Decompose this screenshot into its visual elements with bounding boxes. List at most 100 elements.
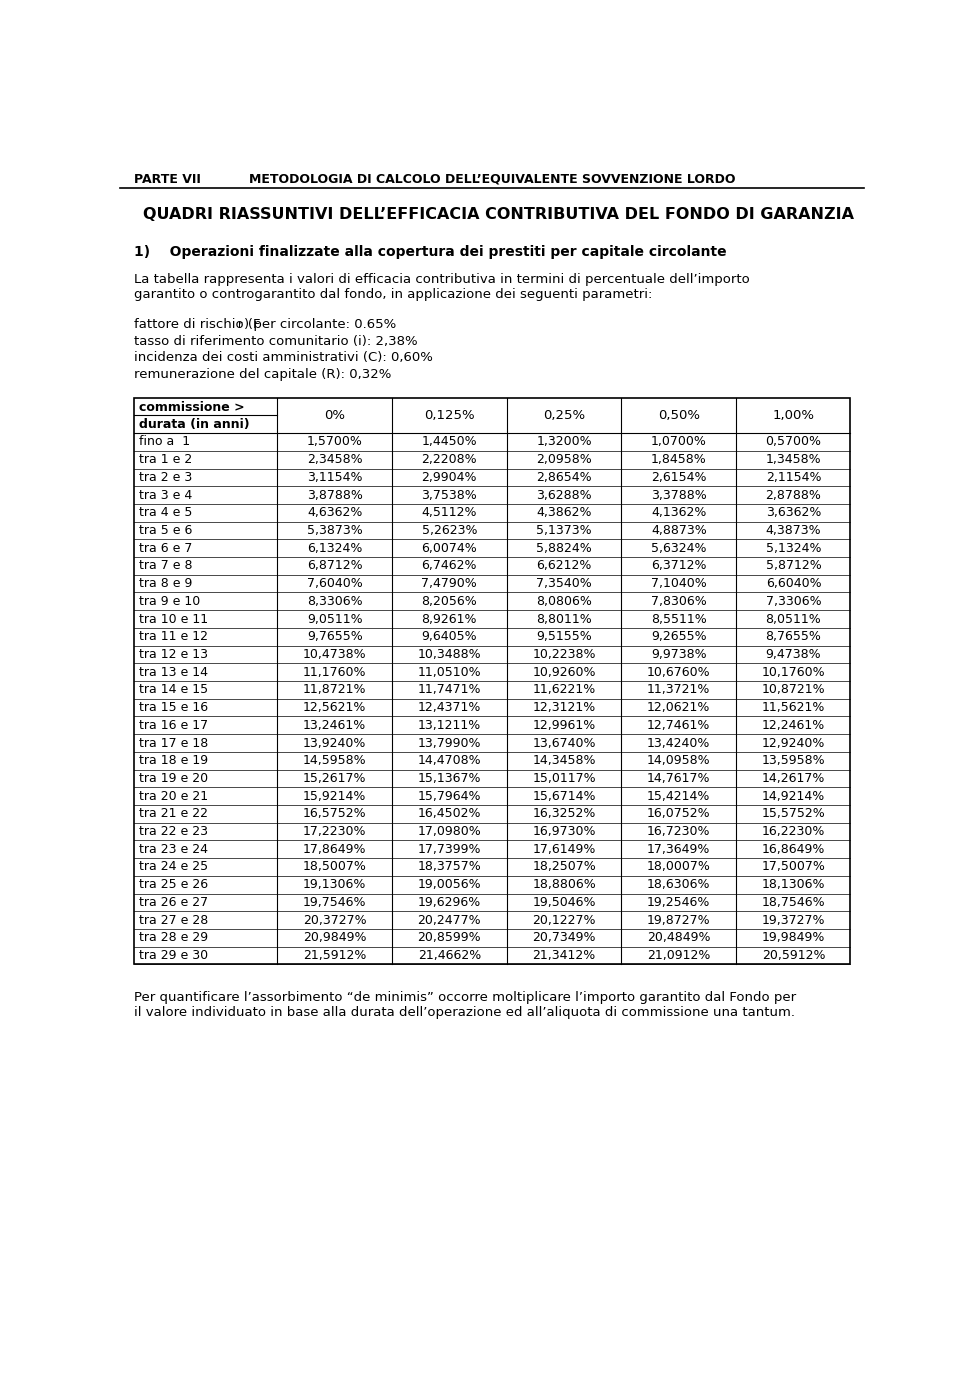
Text: 19,2546%: 19,2546% (647, 896, 710, 908)
Text: 18,7546%: 18,7546% (761, 896, 826, 908)
Text: 8,2056%: 8,2056% (421, 594, 477, 608)
Text: tra 17 e 18: tra 17 e 18 (138, 736, 208, 750)
Text: 15,6714%: 15,6714% (533, 790, 596, 803)
Text: 16,2230%: 16,2230% (762, 825, 826, 838)
Text: PARTE VII: PARTE VII (134, 172, 201, 186)
Text: tra 6 e 7: tra 6 e 7 (138, 542, 192, 554)
Text: tra 18 e 19: tra 18 e 19 (138, 754, 207, 767)
Text: tra 21 e 22: tra 21 e 22 (138, 807, 207, 821)
Text: 1,5700%: 1,5700% (307, 436, 363, 449)
Text: 20,2477%: 20,2477% (418, 914, 481, 926)
Text: 19,5046%: 19,5046% (533, 896, 596, 908)
Text: 11,1760%: 11,1760% (303, 665, 367, 679)
Text: 2,3458%: 2,3458% (307, 453, 363, 467)
Text: 13,2461%: 13,2461% (303, 720, 367, 732)
Text: tra 19 e 20: tra 19 e 20 (138, 772, 207, 785)
Text: tra 14 e 15: tra 14 e 15 (138, 683, 207, 696)
Text: tra 25 e 26: tra 25 e 26 (138, 878, 207, 892)
Text: tra 26 e 27: tra 26 e 27 (138, 896, 207, 908)
Text: commissione >: commissione > (138, 401, 244, 414)
Text: 9,5155%: 9,5155% (537, 631, 592, 643)
Text: 11,8721%: 11,8721% (303, 683, 367, 696)
Text: QUADRI RIASSUNTIVI DELL’EFFICACIA CONTRIBUTIVA DEL FONDO DI GARANZIA: QUADRI RIASSUNTIVI DELL’EFFICACIA CONTRI… (143, 207, 854, 222)
Text: r: r (238, 319, 242, 331)
Text: 6,8712%: 6,8712% (307, 560, 363, 572)
Text: 19,6296%: 19,6296% (418, 896, 481, 908)
Text: 8,7655%: 8,7655% (765, 631, 822, 643)
Text: tra 12 e 13: tra 12 e 13 (138, 649, 207, 661)
Text: 8,5511%: 8,5511% (651, 613, 707, 625)
Text: METODOLOGIA DI CALCOLO DELL’EQUIVALENTE SOVVENZIONE LORDO: METODOLOGIA DI CALCOLO DELL’EQUIVALENTE … (249, 172, 735, 186)
Text: remunerazione del capitale (R): 0,32%: remunerazione del capitale (R): 0,32% (134, 368, 392, 382)
Text: 14,9214%: 14,9214% (762, 790, 825, 803)
Text: tra 15 e 16: tra 15 e 16 (138, 701, 207, 714)
Text: 4,5112%: 4,5112% (421, 507, 477, 519)
Text: 15,4214%: 15,4214% (647, 790, 710, 803)
Text: 8,0806%: 8,0806% (536, 594, 592, 608)
Text: 21,5912%: 21,5912% (303, 949, 367, 963)
Text: 9,9738%: 9,9738% (651, 649, 707, 661)
Text: 9,4738%: 9,4738% (766, 649, 822, 661)
Text: 1,3200%: 1,3200% (537, 436, 592, 449)
Text: tra 13 e 14: tra 13 e 14 (138, 665, 207, 679)
Text: tra 10 e 11: tra 10 e 11 (138, 613, 207, 625)
Text: 9,2655%: 9,2655% (651, 631, 707, 643)
Text: 16,4502%: 16,4502% (418, 807, 481, 821)
Text: 7,3540%: 7,3540% (537, 578, 592, 590)
Bar (134, 397, 850, 964)
Text: 12,9961%: 12,9961% (533, 720, 596, 732)
Text: 0,25%: 0,25% (543, 408, 586, 422)
Text: 19,8727%: 19,8727% (647, 914, 710, 926)
Text: 10,6760%: 10,6760% (647, 665, 710, 679)
Text: 17,7399%: 17,7399% (418, 843, 481, 856)
Text: tasso di riferimento comunitario (i): 2,38%: tasso di riferimento comunitario (i): 2,… (134, 335, 418, 347)
Text: 18,8806%: 18,8806% (532, 878, 596, 892)
Text: 14,4708%: 14,4708% (418, 754, 481, 767)
Text: tra 16 e 17: tra 16 e 17 (138, 720, 207, 732)
Text: 16,5752%: 16,5752% (302, 807, 367, 821)
Text: tra 1 e 2: tra 1 e 2 (138, 453, 192, 467)
Text: 20,8599%: 20,8599% (418, 932, 481, 945)
Text: 6,7462%: 6,7462% (421, 560, 477, 572)
Text: 13,5958%: 13,5958% (761, 754, 826, 767)
Text: 1)    Operazioni finalizzate alla copertura dei prestiti per capitale circolante: 1) Operazioni finalizzate alla copertura… (134, 246, 727, 260)
Text: 2,2208%: 2,2208% (421, 453, 477, 467)
Text: 7,1040%: 7,1040% (651, 578, 707, 590)
Text: 14,7617%: 14,7617% (647, 772, 710, 785)
Text: 17,0980%: 17,0980% (418, 825, 481, 838)
Text: 7,6040%: 7,6040% (307, 578, 363, 590)
Text: 18,2507%: 18,2507% (532, 861, 596, 874)
Text: tra 29 e 30: tra 29 e 30 (138, 949, 207, 963)
Text: 13,4240%: 13,4240% (647, 736, 710, 750)
Text: 16,0752%: 16,0752% (647, 807, 710, 821)
Text: 17,3649%: 17,3649% (647, 843, 710, 856)
Text: 5,8712%: 5,8712% (765, 560, 822, 572)
Text: 17,6149%: 17,6149% (533, 843, 596, 856)
Text: 4,1362%: 4,1362% (651, 507, 707, 519)
Text: 2,0958%: 2,0958% (537, 453, 592, 467)
Text: 13,6740%: 13,6740% (533, 736, 596, 750)
Text: tra 7 e 8: tra 7 e 8 (138, 560, 192, 572)
Text: 6,6212%: 6,6212% (537, 560, 591, 572)
Text: 21,3412%: 21,3412% (533, 949, 596, 963)
Text: 1,3458%: 1,3458% (766, 453, 822, 467)
Text: 1,8458%: 1,8458% (651, 453, 707, 467)
Text: La tabella rappresenta i valori di efficacia contributiva in termini di percentu: La tabella rappresenta i valori di effic… (134, 274, 750, 301)
Text: 15,2617%: 15,2617% (303, 772, 367, 785)
Text: 5,8824%: 5,8824% (537, 542, 592, 554)
Text: 1,4450%: 1,4450% (421, 436, 477, 449)
Text: 16,7230%: 16,7230% (647, 825, 710, 838)
Text: 2,8654%: 2,8654% (537, 471, 592, 483)
Text: 20,5912%: 20,5912% (761, 949, 826, 963)
Text: tra 11 e 12: tra 11 e 12 (138, 631, 207, 643)
Text: Per quantificare l’assorbimento “de minimis” occorre moltiplicare l’importo gara: Per quantificare l’assorbimento “de mini… (134, 992, 796, 1020)
Text: 21,0912%: 21,0912% (647, 949, 710, 963)
Text: tra 3 e 4: tra 3 e 4 (138, 489, 192, 501)
Text: 3,6288%: 3,6288% (537, 489, 592, 501)
Text: tra 27 e 28: tra 27 e 28 (138, 914, 208, 926)
Text: 4,3873%: 4,3873% (766, 524, 822, 538)
Text: 1,00%: 1,00% (773, 408, 814, 422)
Text: 4,6362%: 4,6362% (307, 507, 362, 519)
Text: 12,5621%: 12,5621% (303, 701, 367, 714)
Text: 16,8649%: 16,8649% (762, 843, 826, 856)
